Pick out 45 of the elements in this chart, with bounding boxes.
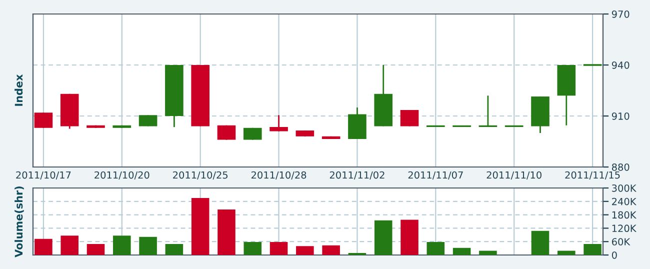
bar xyxy=(479,250,497,255)
bar xyxy=(531,230,550,255)
y-tick-label: 0 xyxy=(612,251,617,259)
bar xyxy=(374,220,392,255)
x-tick-label: 2011/10/20 xyxy=(94,171,150,180)
y-tick-label: 120K xyxy=(612,224,636,232)
x-tick-label: 2011/11/07 xyxy=(408,171,463,180)
x-tick-label: 2011/11/02 xyxy=(330,171,384,180)
y-tick-label: 910 xyxy=(612,112,630,120)
bar xyxy=(296,246,314,255)
y-axis-title: Volume(shr) xyxy=(14,186,24,258)
candlestick xyxy=(34,112,53,129)
y-tick-label: 880 xyxy=(612,163,630,171)
candlestick xyxy=(400,109,419,127)
candlestick xyxy=(217,124,236,140)
x-tick-label: 2011/11/10 xyxy=(486,171,542,180)
bar xyxy=(165,244,184,255)
y-tick-label: 300K xyxy=(612,184,636,192)
bar xyxy=(191,198,210,255)
bar xyxy=(218,209,236,255)
bar xyxy=(60,236,78,255)
y-axis-title: Index xyxy=(14,74,23,106)
bar xyxy=(244,242,262,255)
x-tick-label: 2011/10/25 xyxy=(173,171,228,180)
y-tick-label: 940 xyxy=(612,61,630,69)
bar xyxy=(400,220,418,255)
x-tick-label: 2011/10/17 xyxy=(16,171,71,180)
bar xyxy=(322,245,340,255)
bar xyxy=(113,236,131,255)
x-tick-label: 2011/11/15 xyxy=(565,171,620,180)
bar xyxy=(584,244,602,255)
y-tick-label: 180K xyxy=(612,211,636,219)
y-tick-label: 970 xyxy=(612,10,630,18)
bar xyxy=(139,236,157,255)
candlestick xyxy=(270,114,288,132)
y-tick-label: 60K xyxy=(612,238,630,246)
bar xyxy=(558,250,576,255)
bar xyxy=(34,238,52,255)
bar xyxy=(452,248,471,255)
y-tick-label: 240K xyxy=(612,198,636,206)
candlestick xyxy=(478,94,498,128)
bar xyxy=(86,244,105,255)
bar xyxy=(426,242,445,255)
bar xyxy=(270,242,288,255)
x-tick-label: 2011/10/28 xyxy=(251,171,306,180)
